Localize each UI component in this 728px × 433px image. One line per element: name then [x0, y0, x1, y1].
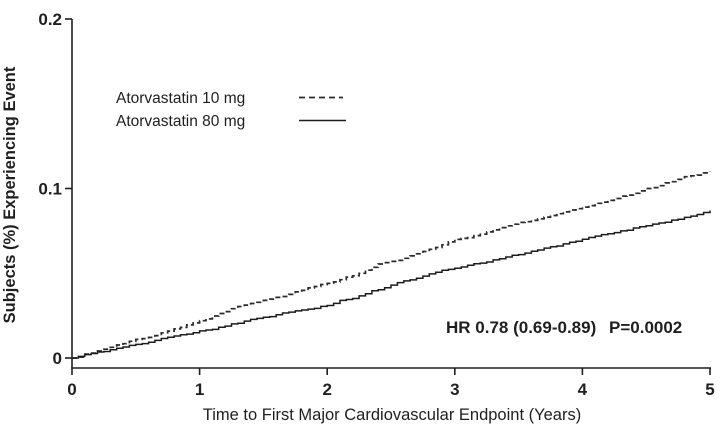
x-axis-ticks: 0 1 2 3 4 5 — [67, 368, 715, 399]
y-tick-label: 0 — [53, 349, 62, 368]
legend-label-atorvastatin-80mg: Atorvastatin 80 mg — [116, 113, 245, 130]
x-tick-label: 3 — [450, 380, 459, 399]
x-axis-title: Time to First Major Cardiovascular Endpo… — [203, 406, 581, 424]
curve-atorvastatin-10-mg — [72, 171, 711, 359]
x-tick-label: 0 — [67, 380, 76, 399]
x-tick-label: 1 — [195, 380, 204, 399]
legend-label-atorvastatin-10mg: Atorvastatin 10 mg — [116, 90, 245, 107]
hazard-ratio-text: HR 0.78 (0.69-0.89) — [446, 318, 596, 337]
legend: Atorvastatin 10 mg Atorvastatin 80 mg — [116, 90, 346, 130]
x-tick-label: 4 — [578, 380, 588, 399]
y-axis-title: Subjects (%) Experiencing Event — [1, 66, 19, 323]
y-axis-ticks: 0 0.1 0.2 — [38, 10, 72, 368]
x-tick-label: 5 — [705, 380, 714, 399]
curve-layer — [72, 171, 711, 359]
p-value-text: P=0.0002 — [609, 318, 682, 337]
curve-atorvastatin-80-mg — [72, 210, 711, 359]
y-tick-label: 0.1 — [38, 180, 62, 199]
x-tick-label: 2 — [322, 380, 331, 399]
y-tick-label: 0.2 — [38, 10, 62, 29]
hazard-ratio-annotation: HR 0.78 (0.69-0.89) P=0.0002 — [446, 318, 682, 337]
